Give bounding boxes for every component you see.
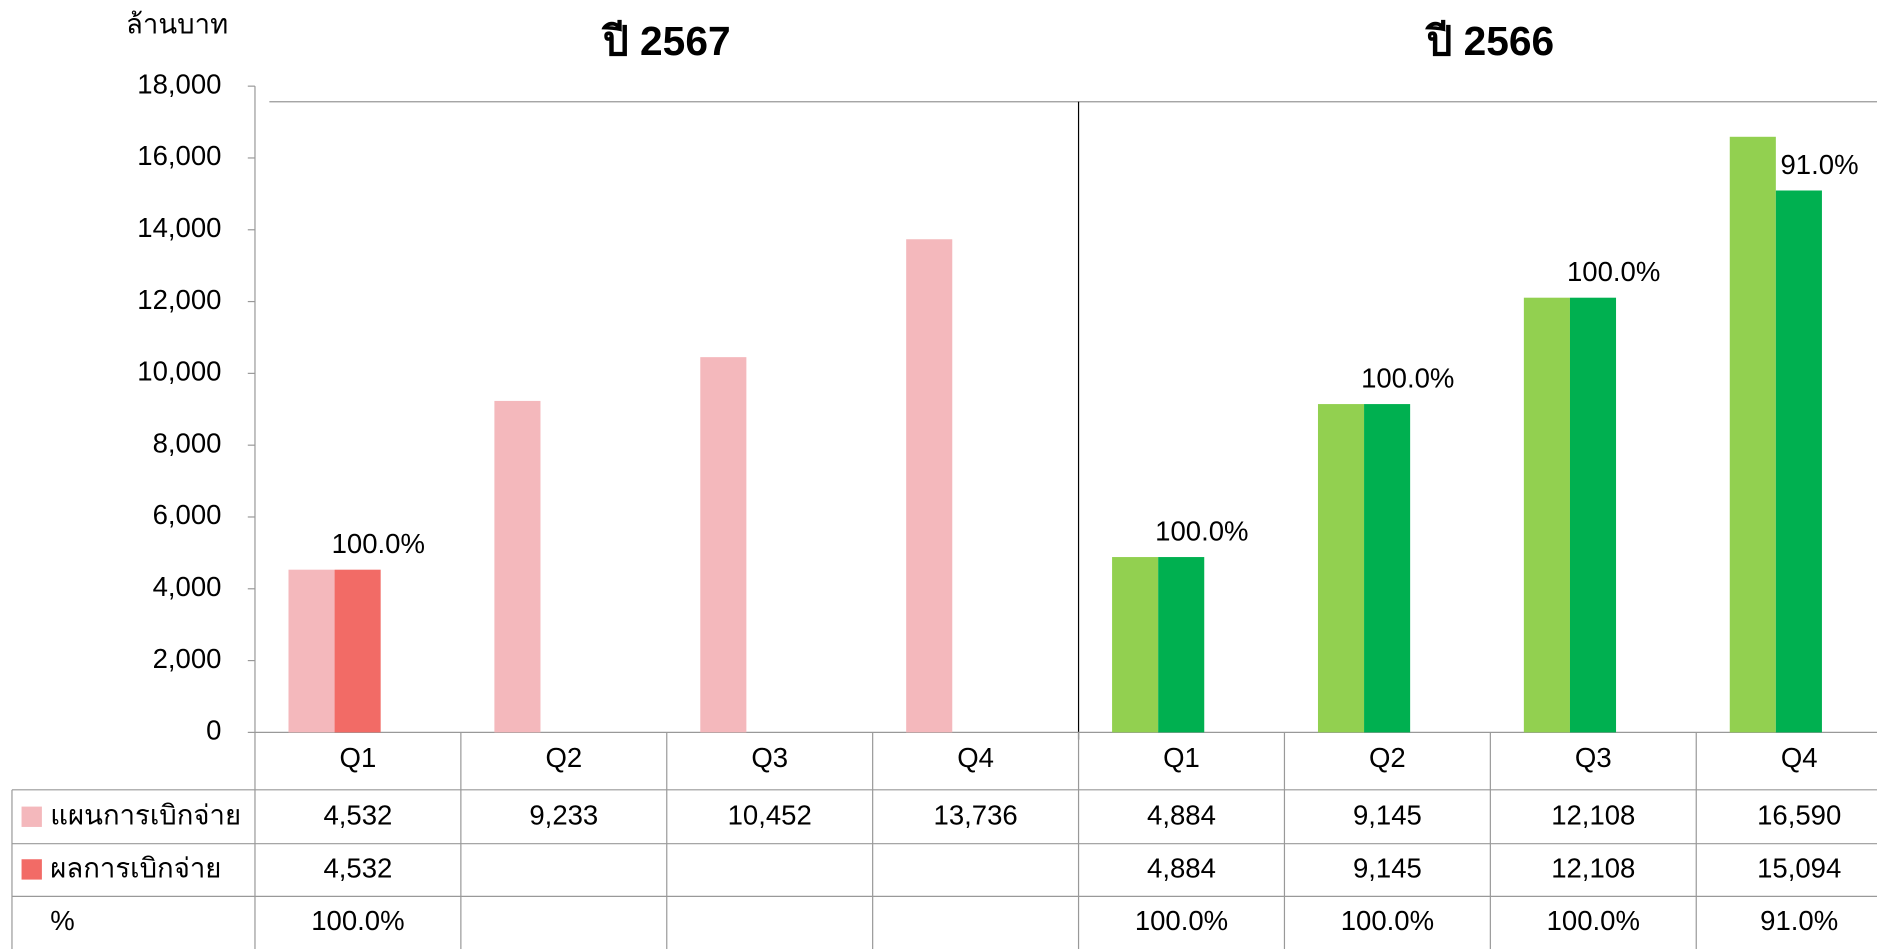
data-label: 100.0%: [332, 528, 425, 559]
table-value: 4,884: [1147, 852, 1216, 883]
percent-cell: 100.0%: [1341, 905, 1434, 936]
bar: [1729, 136, 1776, 733]
y-tick-label: 6,000: [153, 499, 222, 530]
legend-swatch: [21, 806, 42, 827]
bar: [1317, 404, 1365, 733]
table-value: 9,145: [1353, 852, 1422, 883]
table-value: 10,452: [728, 800, 812, 831]
y-tick-label: 2,000: [153, 643, 222, 674]
x-tick-label: Q2: [1369, 742, 1406, 773]
x-tick-label: Q1: [340, 742, 377, 773]
table-value: 4,532: [323, 852, 392, 883]
table-value: 4,884: [1147, 800, 1216, 831]
x-tick-label: Q3: [1575, 742, 1612, 773]
table-value: 12,108: [1551, 852, 1635, 883]
bar: [1523, 297, 1570, 733]
bar: [1364, 404, 1411, 733]
bar: [1158, 557, 1205, 733]
y-tick-label: 18,000: [137, 68, 221, 99]
legend-swatch: [21, 859, 42, 880]
data-label: 100.0%: [1567, 256, 1660, 287]
bar: [700, 357, 747, 733]
table-value: 12,108: [1551, 800, 1635, 831]
y-tick-label: 4,000: [153, 571, 222, 602]
bar: [1775, 190, 1822, 733]
y-tick-label: 10,000: [137, 356, 221, 387]
table-value: 9,233: [529, 800, 598, 831]
bar: [1112, 557, 1159, 733]
data-label: 100.0%: [1155, 515, 1248, 546]
x-tick-label: Q4: [1781, 742, 1818, 773]
y-tick-label: 12,000: [137, 284, 221, 315]
bar: [906, 239, 953, 733]
y-tick-label: 8,000: [153, 427, 222, 458]
data-label: 100.0%: [1361, 362, 1454, 393]
group-title: ปี 2567: [601, 18, 731, 64]
percent-cell: 100.0%: [311, 905, 404, 936]
y-axis-label: ล้านบาท: [126, 9, 228, 40]
percent-cell: 100.0%: [1547, 905, 1640, 936]
bar: [494, 400, 541, 733]
y-tick-label: 0: [206, 715, 221, 746]
data-label: 91.0%: [1781, 149, 1859, 180]
legend-label: แผนการเบิกจ่าย: [50, 800, 241, 831]
percent-cell: 91.0%: [1760, 905, 1838, 936]
table-value: 4,532: [323, 800, 392, 831]
bar: [1569, 297, 1617, 733]
table-value: 9,145: [1353, 800, 1422, 831]
x-tick-label: Q4: [957, 742, 994, 773]
x-tick-label: Q2: [545, 742, 582, 773]
percent-cell: 100.0%: [1135, 905, 1228, 936]
legend-label: ผลการเบิกจ่าย: [50, 852, 221, 883]
y-tick-label: 16,000: [137, 140, 221, 171]
table-value: 13,736: [934, 800, 1018, 831]
table-value: 15,094: [1757, 852, 1841, 883]
bar: [288, 569, 335, 733]
table-value: 16,590: [1757, 800, 1841, 831]
row-label: %: [50, 905, 74, 936]
bar: [334, 569, 381, 733]
x-tick-label: Q1: [1163, 742, 1200, 773]
y-tick-label: 14,000: [137, 212, 221, 243]
x-tick-label: Q3: [751, 742, 788, 773]
group-title: ปี 2566: [1424, 18, 1554, 64]
